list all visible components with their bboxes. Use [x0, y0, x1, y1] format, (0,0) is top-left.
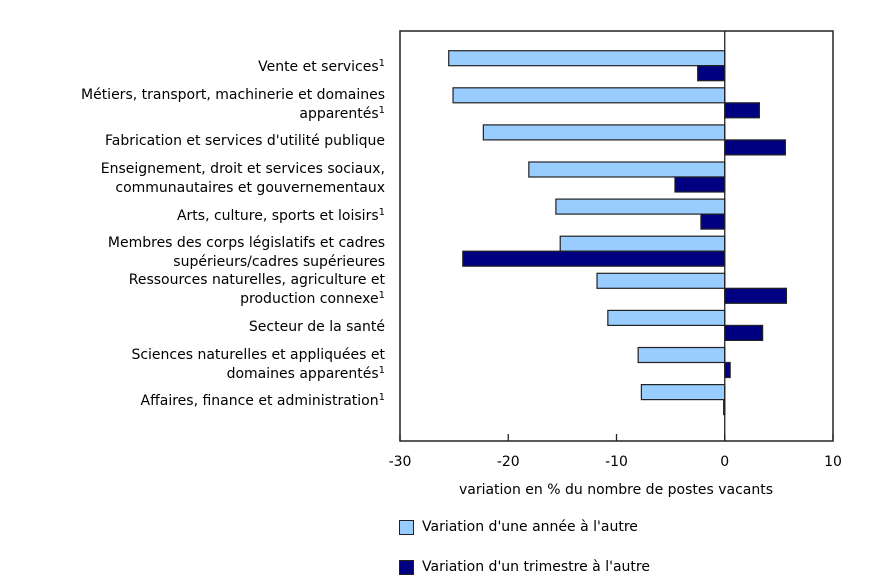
x-axis-title: variation en % du nombre de postes vacan…	[458, 482, 774, 498]
bar-year	[482, 124, 726, 141]
bar-year	[596, 272, 726, 289]
category-label: Sciences naturelles et appliquées et doma…	[131, 346, 385, 382]
category-label: Arts, culture, sports et loisirs1	[176, 206, 385, 224]
category-label: Fabrication et services d'utilité publiq…	[105, 133, 385, 150]
category-label: Enseignement, droit et services sociaux,…	[100, 161, 385, 196]
category-label: Affaires, finance et administration1	[140, 392, 385, 410]
bar-quarter	[724, 324, 764, 341]
legend-label-quarter: Variation d'un trimestre à l'autre	[422, 559, 650, 575]
bar-quarter	[697, 65, 726, 82]
category-label: Secteur de la santé	[248, 318, 385, 335]
legend-swatch-quarter	[399, 559, 414, 575]
x-tick-label: -30	[389, 454, 412, 470]
bar-year	[637, 346, 726, 364]
category-label: Membres des corps législatifs et cadres s…	[107, 235, 385, 271]
category-label: Métiers, transport, machinerie et domain…	[81, 86, 385, 122]
bar-quarter	[700, 213, 726, 230]
bar-quarter	[724, 102, 760, 119]
bar-quarter	[724, 287, 788, 304]
bar-year	[640, 384, 726, 401]
x-tick-label: 0	[720, 454, 729, 470]
legend-item-quarter: Variation d'un trimestre à l'autre	[399, 559, 650, 575]
bar-year	[448, 50, 726, 67]
bar-year	[555, 198, 726, 215]
bar-year	[607, 309, 726, 326]
bar-quarter	[724, 139, 786, 156]
x-tick-label: -20	[497, 454, 520, 470]
bar-year	[528, 161, 726, 178]
category-label: Vente et services1	[258, 58, 385, 76]
legend-swatch-year	[399, 519, 414, 535]
bar-quarter	[724, 361, 731, 379]
x-tick-label: -10	[605, 454, 628, 470]
bar-quarter	[674, 176, 726, 193]
category-label: Ressources naturelles, agriculture et pro…	[128, 272, 385, 308]
bar-year	[559, 235, 726, 252]
bar-year	[452, 87, 726, 104]
x-tick-label: 10	[824, 454, 842, 470]
bar-quarter	[462, 250, 726, 267]
legend-item-year: Variation d'une année à l'autre	[399, 519, 638, 535]
legend-label-year: Variation d'une année à l'autre	[422, 519, 638, 535]
